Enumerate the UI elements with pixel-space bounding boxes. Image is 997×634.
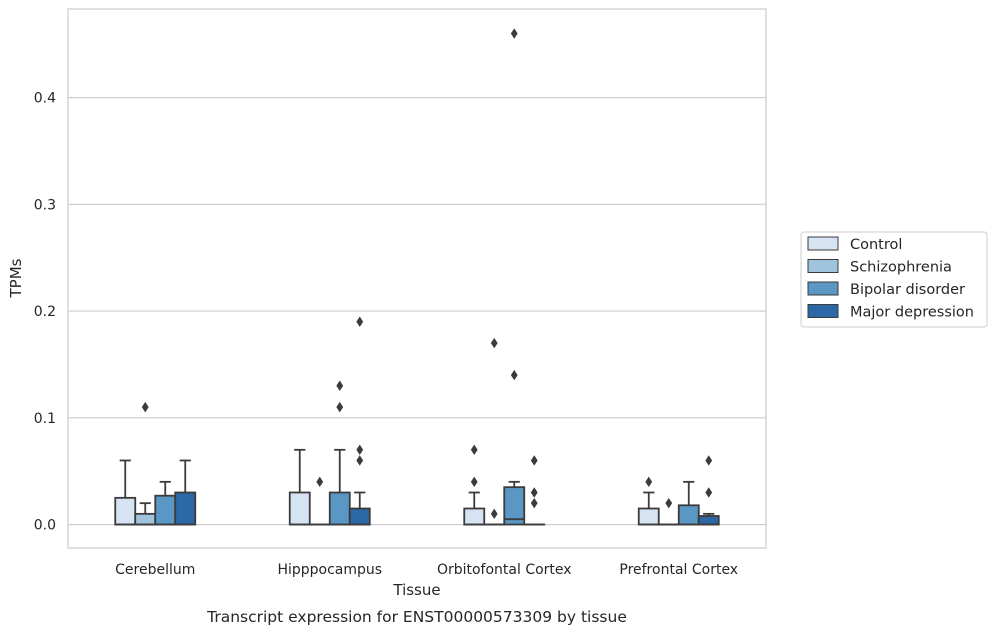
box-body: [348, 507, 371, 526]
box-1-4: [637, 476, 660, 526]
box-body: [463, 507, 486, 526]
legend-frame: [800, 231, 988, 328]
y-tick-label: 0.2: [34, 304, 56, 320]
outlier-point: [336, 401, 344, 413]
outlier-point: [645, 476, 653, 488]
outlier-point: [470, 444, 478, 456]
box-4-3: [523, 455, 546, 526]
x-tick-labels: Cerebellum Hipppocampus Orbitofontal Corte…: [115, 562, 738, 578]
box-body: [154, 494, 177, 526]
box-3-1: [154, 480, 177, 526]
box-body: [637, 507, 660, 526]
box-2-2: [308, 476, 331, 526]
legend: Control Schizophrenia Bipolar disorder Majo…: [800, 231, 988, 328]
box-2-3: [483, 337, 506, 526]
box-body: [328, 491, 351, 526]
box-2-4: [657, 497, 680, 526]
box-3-3: [503, 28, 526, 526]
outlier-point: [530, 487, 538, 498]
outlier-point: [530, 497, 538, 509]
x-tick-label: Cerebellum: [115, 562, 195, 578]
y-tick-label: 0.0: [34, 518, 56, 534]
box-1-1: [114, 459, 137, 526]
outlier-point: [336, 380, 344, 391]
outlier-point: [356, 455, 364, 466]
y-tick-labels: 0.0 0.1 0.2 0.3 0.4: [34, 91, 56, 534]
box-3-4: [677, 480, 700, 526]
outlier-point: [490, 337, 498, 349]
legend-swatch: [807, 304, 839, 318]
box-4-4: [697, 455, 720, 526]
legend-label: Bipolar disorder: [850, 282, 965, 298]
x-tick-label: Prefrontal Cortex: [619, 562, 738, 578]
box-1-2: [288, 448, 311, 526]
legend-label: Control: [850, 237, 902, 253]
box-1-3: [463, 444, 486, 526]
outlier-point: [470, 476, 478, 488]
gridlines: [68, 97, 766, 526]
outlier-point: [316, 476, 324, 488]
outlier-point: [705, 455, 713, 466]
box-body: [134, 512, 157, 526]
box-body: [697, 515, 720, 526]
y-tick-label: 0.3: [34, 197, 56, 213]
box-2-1: [134, 401, 157, 526]
outlier-point: [705, 487, 713, 498]
y-tick-label: 0.1: [34, 411, 56, 427]
box-3-2: [328, 380, 351, 526]
outlier-point: [490, 508, 498, 520]
legend-swatch: [807, 259, 839, 273]
box-4-1: [174, 459, 197, 526]
legend-label: Major depression: [850, 305, 974, 321]
legend-items: Control Schizophrenia Bipolar disorder Majo…: [807, 236, 974, 321]
box-body: [174, 491, 197, 526]
outlier-point: [530, 455, 538, 466]
outlier-point: [510, 28, 518, 39]
box-body: [677, 504, 700, 526]
outlier-point: [356, 444, 364, 456]
chart-caption: Transcript expression for ENST0000057330…: [206, 608, 627, 626]
outlier-point: [141, 401, 149, 413]
box-body: [503, 486, 526, 526]
box-body: [114, 496, 137, 526]
x-tick-label: Orbitofontal Cortex: [437, 562, 572, 578]
box-4-2: [348, 316, 371, 526]
outlier-point: [356, 316, 364, 327]
legend-swatch: [807, 236, 839, 251]
plot-frame: [67, 8, 767, 549]
legend-swatch: [807, 281, 839, 296]
y-axis-label: TPMs: [7, 258, 25, 298]
outlier-point: [665, 497, 673, 509]
x-tick-label: Hipppocampus: [277, 562, 382, 578]
box-groups: [114, 28, 720, 526]
y-tick-label: 0.4: [34, 91, 56, 107]
x-axis-label: Tissue: [392, 581, 440, 599]
outlier-point: [510, 369, 518, 381]
box-body: [288, 491, 311, 526]
legend-label: Schizophrenia: [850, 260, 952, 276]
